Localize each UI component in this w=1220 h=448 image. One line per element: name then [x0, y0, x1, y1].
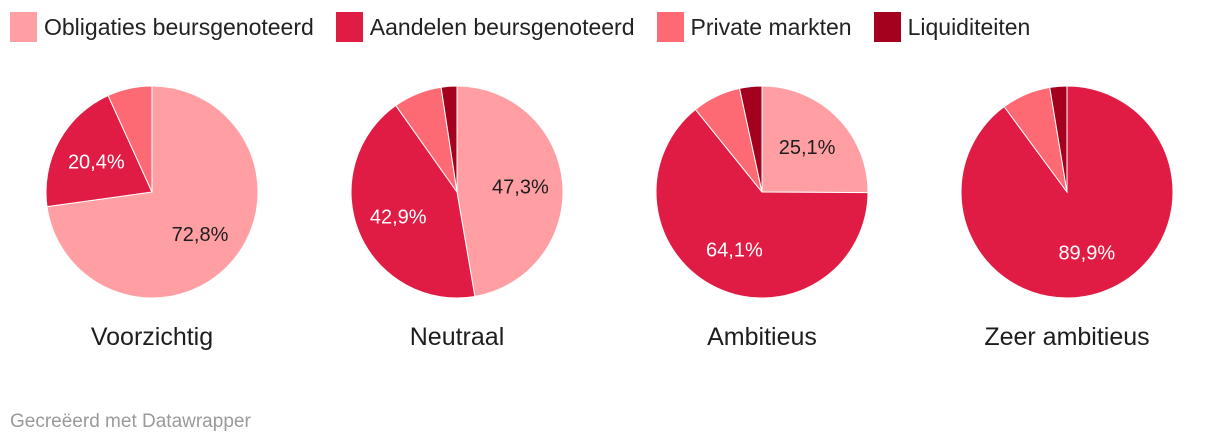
pie-2-title: Neutraal	[410, 323, 505, 351]
pie-4-slice-liquiditeiten[interactable]	[1049, 85, 1068, 193]
pie-3: 25,1% 64,1% Ambitieus	[655, 85, 869, 351]
legend-label-private: Private markten	[690, 13, 852, 40]
legend: Obligaties beursgenoteerd Aandelen beurs…	[10, 12, 1030, 42]
pie-3-title: Ambitieus	[707, 323, 817, 351]
pie-3-label-obligaties: 25,1%	[779, 137, 836, 159]
legend-item-aandelen[interactable]: Aandelen beursgenoteerd	[335, 12, 635, 42]
pie-2-label-aandelen: 42,9%	[370, 206, 427, 228]
legend-label-obligaties: Obligaties beursgenoteerd	[44, 13, 314, 40]
pie-3-label-aandelen: 64,1%	[706, 239, 763, 261]
pie-4: 89,9% Zeer ambitieus	[960, 85, 1174, 351]
legend-swatch-private	[656, 12, 684, 42]
legend-item-obligaties[interactable]: Obligaties beursgenoteerd	[10, 12, 314, 42]
pie-3-slice-obligaties[interactable]	[761, 85, 869, 194]
pie-2-slice-aandelen[interactable]	[350, 104, 476, 299]
legend-swatch-aandelen	[335, 12, 363, 42]
pie-3-slice-liquiditeiten[interactable]	[738, 85, 763, 193]
pie-4-title: Zeer ambitieus	[984, 323, 1149, 351]
legend-swatch-liquiditeiten	[873, 12, 901, 42]
pie-1-title: Voorzichtig	[91, 323, 213, 351]
legend-item-liquiditeiten[interactable]: Liquiditeiten	[873, 12, 1031, 42]
legend-swatch-obligaties	[10, 12, 37, 42]
pie-3-slice-aandelen[interactable]	[655, 108, 869, 299]
legend-item-private[interactable]: Private markten	[656, 12, 852, 42]
pie-charts: 72,8% 20,4% Voorzichtig 47,3% 42,9% Neutraal 2…	[45, 85, 1174, 351]
pie-2-slice-liquiditeiten[interactable]	[440, 85, 458, 193]
pie-2-slice-obligaties[interactable]	[456, 85, 564, 298]
pie-1-slice-aandelen[interactable]	[45, 94, 153, 208]
footer-credit: Gecreëerd met Datawrapper	[10, 411, 251, 432]
legend-label-aandelen: Aandelen beursgenoteerd	[369, 13, 635, 40]
pie-1: 72,8% 20,4% Voorzichtig	[45, 85, 259, 351]
pie-1-label-obligaties: 72,8%	[172, 224, 229, 246]
pie-4-label-aandelen: 89,9%	[1058, 242, 1115, 264]
pie-1-slice-private[interactable]	[107, 85, 153, 193]
pie-2: 47,3% 42,9% Neutraal	[350, 85, 564, 351]
pie-1-label-aandelen: 20,4%	[68, 151, 125, 173]
pie-2-label-obligaties: 47,3%	[492, 177, 549, 199]
legend-label-liquiditeiten: Liquiditeiten	[907, 13, 1031, 40]
